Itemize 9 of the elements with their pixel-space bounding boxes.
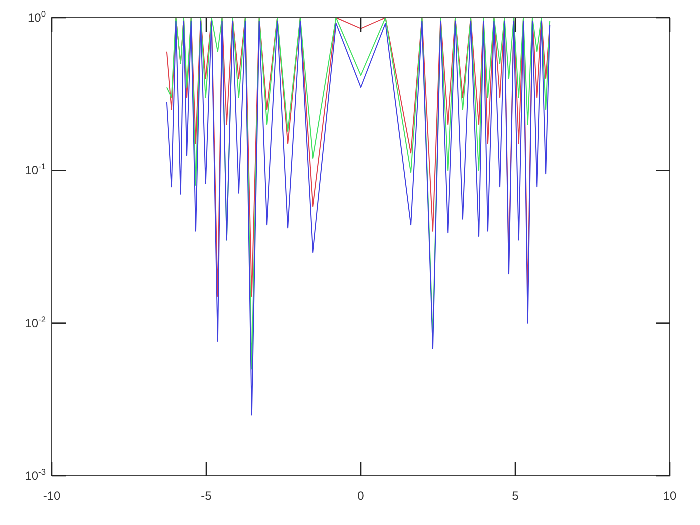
y-tick-label: 10$^{-2}$ [25, 314, 46, 330]
y-tick-label: 10$^{0}$ [28, 9, 46, 25]
x-tick-label: -5 [201, 489, 212, 503]
x-tick-label: 10 [663, 489, 677, 503]
y-tick-label: 10$^{-1}$ [25, 162, 46, 178]
x-tick-label: 5 [512, 489, 520, 503]
x-tick-label: -10 [43, 489, 61, 503]
x-tick-label: 0 [358, 489, 365, 503]
y-tick-label: 10$^{-3}$ [25, 467, 46, 483]
